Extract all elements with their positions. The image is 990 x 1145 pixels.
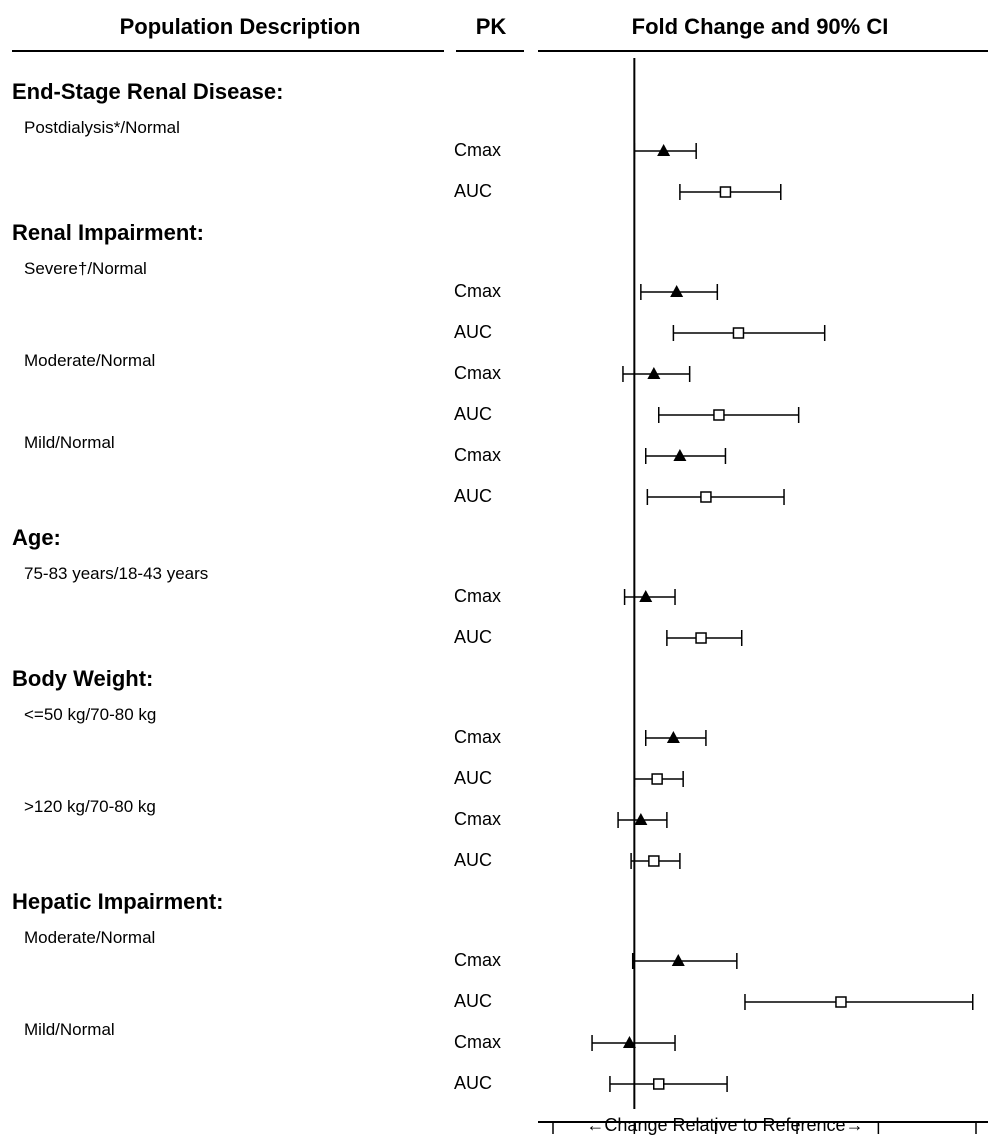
point-estimate-triangle	[657, 144, 671, 156]
group-label: <=50 kg/70-80 kg	[24, 705, 157, 724]
group-label: 75-83 years/18-43 years	[24, 564, 209, 583]
pk-label: Cmax	[454, 586, 502, 606]
pk-label: Cmax	[454, 140, 502, 160]
point-estimate-triangle	[671, 954, 685, 966]
point-estimate-square	[719, 186, 732, 198]
point-estimate-square	[835, 996, 847, 1008]
group-label: >120 kg/70-80 kg	[24, 797, 156, 816]
pk-label: AUC	[454, 768, 493, 788]
pk-label: AUC	[454, 322, 493, 342]
group-label: Mild/Normal	[24, 433, 115, 452]
point-estimate-triangle	[673, 449, 687, 461]
header-population-description: Population Description	[119, 14, 361, 39]
point-estimate-triangle	[670, 285, 684, 297]
section-heading: Hepatic Impairment:	[12, 889, 224, 914]
point-estimate-square	[653, 1078, 665, 1090]
section-heading: End-Stage Renal Disease:	[12, 79, 284, 104]
point-estimate-square	[648, 855, 660, 867]
group-label: Severe†/Normal	[24, 259, 147, 278]
pk-label: Cmax	[454, 1032, 502, 1052]
point-estimate-triangle	[634, 813, 648, 825]
pk-label: Cmax	[454, 727, 502, 747]
pk-label: Cmax	[454, 950, 502, 970]
point-estimate-square	[713, 409, 725, 421]
section-heading: Renal Impairment:	[12, 220, 204, 245]
pk-label: AUC	[454, 1073, 493, 1093]
header-rule-pk	[456, 50, 524, 52]
header-fold-change: Fold Change and 90% CI	[631, 14, 889, 39]
header-pk: PK	[475, 14, 507, 39]
header-rule-fold	[538, 50, 988, 52]
point-estimate-triangle	[639, 590, 653, 602]
group-label: Moderate/Normal	[24, 351, 156, 370]
pk-label: AUC	[454, 991, 493, 1011]
pk-label: AUC	[454, 181, 493, 201]
section-heading: Age:	[12, 525, 61, 550]
x-axis-label: ←Change Relative to Reference→	[586, 1115, 864, 1135]
group-label: Postdialysis*/Normal	[24, 118, 180, 137]
pk-label: Cmax	[454, 809, 502, 829]
section-heading: Body Weight:	[12, 666, 154, 691]
pk-label: AUC	[454, 404, 493, 424]
group-label: Moderate/Normal	[24, 928, 156, 947]
pk-label: AUC	[454, 486, 493, 506]
point-estimate-triangle	[647, 367, 661, 379]
point-estimate-square	[700, 491, 712, 503]
pk-label: Cmax	[454, 281, 502, 301]
pk-label: AUC	[454, 627, 493, 647]
point-estimate-triangle	[666, 731, 680, 743]
point-estimate-square	[732, 327, 745, 339]
point-estimate-square	[695, 632, 707, 644]
pk-label: Cmax	[454, 363, 502, 383]
pk-label: Cmax	[454, 445, 502, 465]
point-estimate-square	[651, 773, 663, 785]
point-estimate-triangle	[622, 1036, 636, 1048]
pk-label: AUC	[454, 850, 493, 870]
group-label: Mild/Normal	[24, 1020, 115, 1039]
header-rule-population	[12, 50, 444, 52]
